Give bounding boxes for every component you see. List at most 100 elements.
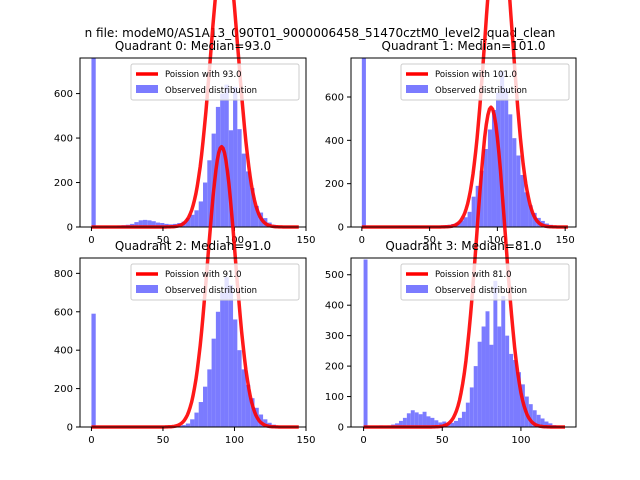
axes-frame (79, 257, 307, 428)
histogram-bar (516, 372, 521, 427)
y-tick-label: 400 (325, 301, 344, 312)
histogram-bar (190, 214, 195, 227)
x-tick-label: 0 (360, 435, 366, 446)
histogram-bar (194, 210, 199, 227)
histogram-bar (250, 188, 255, 227)
subplot-2: 0 50 100 150 0 200 400 600 800 Quadrant 2: Median… (54, 144, 316, 446)
legend-line-label: Poission with 91.0 (165, 270, 242, 280)
histogram-bar (454, 420, 458, 427)
x-tick-label: 100 (511, 435, 530, 446)
histogram-bar (463, 217, 468, 227)
y-tick-label: 400 (54, 134, 73, 145)
histogram-bar (207, 160, 212, 227)
histogram-bar (147, 220, 152, 227)
histogram-bar (477, 341, 482, 427)
histogram-bar (233, 319, 238, 427)
y-tick-label: 200 (325, 362, 344, 373)
histogram-bar (245, 384, 251, 427)
histogram-bar (524, 192, 529, 227)
histogram-bar (516, 155, 521, 227)
x-tick-label: 0 (88, 235, 94, 246)
histogram-bar (414, 412, 419, 427)
y-tick-label: 100 (325, 392, 344, 403)
histogram-bar (487, 129, 492, 227)
subplot-title: Quadrant 2: Median=91.0 (115, 239, 271, 253)
x-tick-label: 100 (488, 235, 507, 246)
y-tick-label: 0 (67, 423, 73, 434)
y-tick-label: 200 (325, 179, 344, 190)
axes-frame (350, 57, 577, 228)
legend: Poission with 81.0 Observed distribution (400, 263, 570, 301)
y-tick-label: 600 (54, 89, 73, 100)
histogram-bar (508, 114, 513, 227)
histogram-bar (211, 338, 216, 427)
x-tick-label: 100 (225, 435, 244, 446)
histogram-bar (410, 410, 415, 427)
histogram-bar (220, 93, 225, 227)
y-tick-label: 0 (338, 423, 344, 434)
histogram-bar (241, 369, 246, 427)
y-tick-label: 400 (54, 346, 73, 357)
legend-box (130, 263, 300, 301)
histogram-bar (540, 418, 545, 427)
histogram-bar (489, 344, 494, 427)
histogram-bar (491, 110, 497, 227)
y-tick-label: 200 (54, 178, 73, 189)
histogram-bar (245, 171, 251, 227)
legend-line-label: Poission with 93.0 (165, 70, 242, 80)
x-tick-label: 50 (436, 435, 449, 446)
histogram-bar (461, 411, 466, 427)
histogram-bar (459, 220, 464, 227)
legend-bar-swatch (136, 285, 158, 293)
histogram-bar (536, 414, 541, 427)
histogram-bar (434, 420, 439, 427)
axes-frame (350, 257, 577, 428)
histogram-bar (134, 222, 139, 227)
histogram-bar (263, 419, 268, 427)
histogram-bar (406, 413, 411, 427)
histogram-bar (91, 313, 96, 427)
histogram-bar (228, 284, 234, 427)
legend-bar-swatch (406, 85, 428, 93)
legend-line-label: Poission with 81.0 (435, 270, 512, 280)
histogram-bar (160, 222, 165, 227)
y-tick-label: 500 (325, 270, 344, 281)
histogram-bar (155, 222, 161, 227)
histogram-bar (485, 311, 490, 427)
x-tick-label: 50 (157, 235, 170, 246)
histogram-bar (509, 353, 514, 427)
histogram-bar (504, 88, 509, 227)
panels: 0 50 100 150 0 200 400 600 Quadrant 0: Median=93… (54, 0, 577, 446)
axes-frame (79, 57, 307, 228)
histogram-bar (512, 138, 517, 227)
histogram-bar (185, 218, 191, 227)
histogram-bar (203, 182, 208, 227)
x-tick-label: 150 (296, 435, 315, 446)
legend-bar-swatch (136, 85, 158, 93)
legend-bar-label: Observed distribution (435, 86, 527, 96)
x-tick-label: 0 (359, 235, 365, 246)
histogram-bar (493, 280, 498, 427)
histogram-bar (207, 369, 212, 427)
histogram-bar (497, 326, 502, 427)
histogram-bar (395, 423, 399, 427)
histogram-bar (215, 311, 221, 427)
histogram-bar (528, 205, 533, 227)
y-tick-label: 400 (325, 136, 344, 147)
x-tick-label: 50 (423, 235, 436, 246)
legend-box (400, 63, 570, 101)
y-tick-label: 0 (338, 223, 344, 234)
histogram-bar (237, 350, 242, 427)
subplot-title: Quadrant 0: Median=93.0 (115, 39, 271, 53)
legend: Poission with 93.0 Observed distribution (130, 63, 300, 101)
histogram-bar (241, 153, 246, 227)
histogram-bar (398, 420, 403, 427)
histogram-bar (469, 387, 474, 427)
y-tick-label: 600 (54, 307, 73, 318)
histogram-bar (500, 71, 505, 227)
legend-box (400, 263, 570, 301)
histogram-bar (513, 360, 517, 427)
histogram-bar (467, 211, 472, 227)
